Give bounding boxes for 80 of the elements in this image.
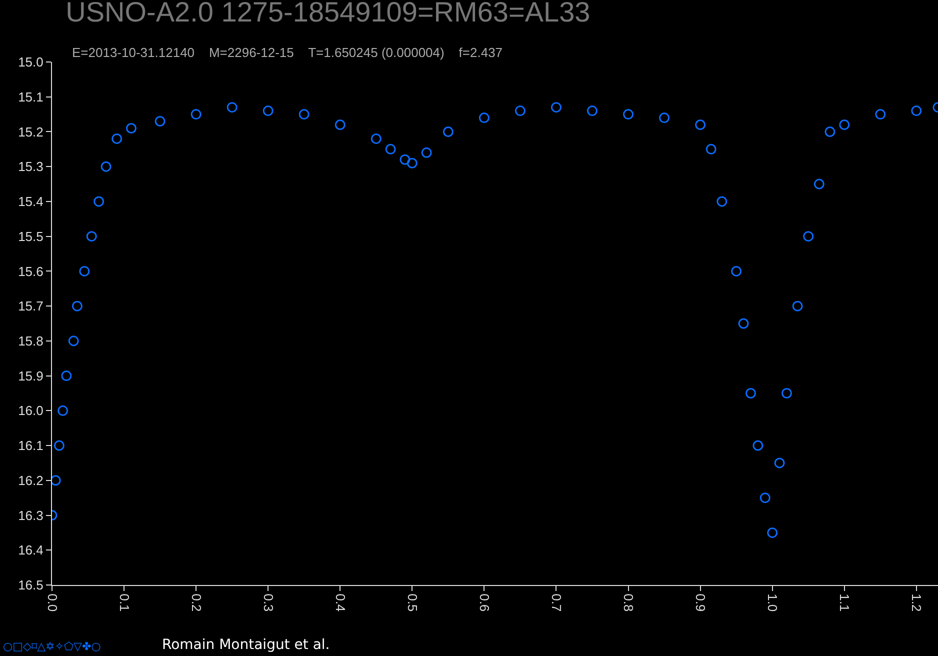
point [406,158,418,168]
point [334,120,346,130]
point [781,388,792,398]
point [94,196,104,207]
y-tick-label: 15.0 [18,54,44,70]
point [262,106,274,116]
point [58,405,68,416]
point [911,106,922,116]
x-tick-label: 0.7 [549,594,564,612]
point [112,133,122,144]
point [716,196,728,207]
point [298,109,310,120]
x-tick-label: 0.6 [476,594,492,612]
y-tick-label: 15.8 [18,333,44,348]
point [745,388,756,398]
point [774,458,785,468]
y-tick-label: 16.2 [18,472,44,488]
x-tick-label: 0.3 [260,594,276,612]
point [738,318,749,329]
y-tick-label: 16.4 [18,542,44,558]
point [72,300,82,312]
y-tick-label: 15.5 [18,228,44,244]
point [875,109,886,120]
point [126,123,136,134]
y-tick-label: 16.1 [18,438,44,454]
x-tick-label: 0.0 [44,594,60,612]
point [623,109,634,120]
text: Romain Montaigut et al. [162,637,330,653]
point [421,147,432,158]
point [100,161,112,172]
y-tick-label: 15.6 [18,264,44,279]
x-tick-label: 0.1 [116,594,132,612]
point [442,126,454,137]
point [752,440,764,451]
y-tick-label: 15.4 [18,194,44,210]
point [695,120,706,130]
y-tick-label: 15.9 [18,368,44,384]
x-tick-label: 0.2 [188,594,204,612]
y-tick-label: 15.2 [18,124,44,140]
text: ○□◇⌑△✡✧⬠▽✤○ [3,640,101,653]
point [370,133,382,144]
point [814,178,824,190]
x-tick-label: 0.4 [332,594,348,612]
point [706,144,716,154]
point [385,144,396,154]
point [478,112,490,124]
point [824,126,836,137]
point [86,231,97,242]
point [61,370,72,382]
point [803,231,814,242]
x-tick-label: 1.1 [837,594,852,612]
point [226,102,238,113]
x-tick-label: 0.9 [693,594,708,612]
point [767,527,778,538]
point [54,440,64,451]
y-tick-label: 15.3 [18,159,44,174]
point [514,106,526,116]
y-tick-label: 15.1 [18,89,44,104]
point [839,120,850,130]
x-tick-label: 1.2 [909,594,924,612]
chart-subtitle: E=2013-10-31.12140 M=2296-12-15 T=1.650245 (0.000004) f=2.437 [72,45,503,60]
x-tick-label: 1.0 [765,594,780,612]
point [792,300,803,312]
y-tick-label: 16.5 [18,578,44,593]
y-tick-label: 16.3 [18,508,44,523]
point [550,102,562,113]
point [68,336,79,346]
point [154,116,166,127]
chart-title: USNO-A2.0 1275-18549109=RM63=AL33 [66,0,590,28]
x-tick-label: 0.8 [621,594,636,612]
point [659,112,670,124]
point [400,154,410,165]
point [586,106,598,116]
x-tick-label: 0.5 [404,594,420,612]
y-tick-label: 15.7 [18,298,44,314]
point [760,492,770,504]
y-tick-label: 16.0 [18,403,44,418]
point [190,109,202,120]
point [731,266,742,276]
point [79,266,90,276]
